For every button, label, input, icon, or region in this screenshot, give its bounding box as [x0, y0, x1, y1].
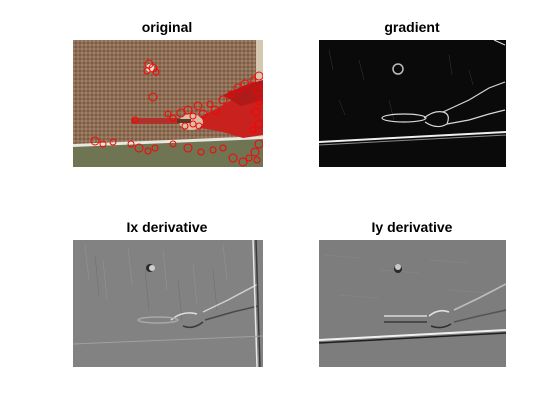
paddle [131, 118, 191, 124]
iy-derivative-image [319, 240, 506, 367]
panel-title-gradient: gradient [384, 19, 440, 35]
ix-derivative-image [73, 240, 263, 367]
gradient-image [319, 40, 506, 167]
panel-title-original: original [141, 19, 193, 35]
original-image [73, 40, 263, 167]
corner-markers [90, 59, 263, 167]
arm-sleeve [193, 80, 263, 138]
panel-title-iy: Iy derivative [371, 219, 453, 235]
panel-title-ix: Ix derivative [126, 219, 208, 235]
